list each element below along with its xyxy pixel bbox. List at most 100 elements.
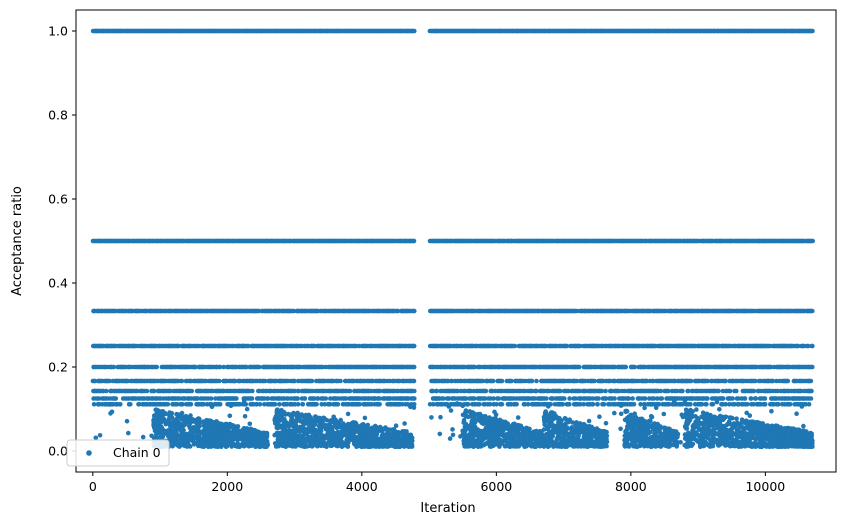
data-point [630, 396, 635, 401]
data-point [395, 308, 401, 314]
data-point [716, 388, 721, 394]
data-point [257, 402, 263, 407]
data-point [688, 378, 694, 384]
data-point [483, 388, 489, 394]
data-point [347, 388, 353, 394]
data-point [128, 402, 133, 407]
data-point [704, 402, 709, 407]
data-point [810, 343, 815, 349]
data-point [730, 396, 735, 401]
data-point [256, 308, 262, 314]
data-point [234, 396, 239, 401]
data-point [734, 388, 739, 394]
data-point [509, 378, 514, 384]
data-point [562, 396, 567, 401]
data-point [727, 388, 733, 394]
data-point [762, 402, 768, 407]
data-point [809, 388, 814, 394]
data-point [576, 364, 582, 370]
data-point [499, 402, 505, 407]
data-point [377, 402, 382, 407]
data-point [544, 396, 549, 401]
data-point [335, 402, 341, 407]
data-point [567, 402, 572, 407]
data-point [705, 396, 710, 401]
data-point [250, 388, 255, 394]
data-point [411, 364, 417, 370]
data-point [810, 238, 815, 244]
data-point [496, 396, 502, 401]
data-point [659, 396, 665, 401]
data-point [165, 402, 171, 407]
data-point [590, 402, 596, 407]
data-point [412, 388, 417, 394]
data-point [592, 378, 597, 384]
data-point [745, 402, 750, 407]
data-point [785, 378, 791, 384]
data-point [688, 402, 693, 407]
data-point [720, 396, 726, 401]
data-point [412, 28, 417, 34]
data-point [560, 402, 566, 407]
data-point [623, 364, 629, 370]
data-point [595, 402, 600, 407]
data-point [612, 396, 617, 401]
data-point [808, 396, 814, 401]
data-point [810, 28, 815, 34]
data-point [808, 378, 814, 384]
data-point [277, 402, 282, 407]
data-point [411, 378, 417, 384]
data-point [154, 364, 159, 370]
data-point [603, 388, 608, 394]
data-point [723, 378, 728, 384]
data-point [490, 378, 496, 384]
data-point [631, 402, 637, 407]
data-point [753, 396, 759, 401]
data-point [111, 364, 117, 370]
data-point [710, 402, 716, 407]
data-point [103, 388, 109, 394]
data-point [512, 343, 518, 349]
data-point [499, 378, 505, 384]
data-point [353, 343, 358, 349]
data-point [810, 308, 815, 314]
data-point [632, 364, 638, 370]
data-point [118, 402, 123, 407]
data-point [742, 396, 748, 401]
data-point [787, 402, 793, 407]
data-point [188, 402, 194, 407]
data-point [465, 402, 471, 407]
data-point [810, 364, 815, 370]
data-point [217, 402, 223, 407]
data-point [514, 402, 519, 407]
data-point [751, 388, 757, 394]
data-point [208, 396, 214, 401]
data-point [300, 402, 306, 407]
data-point [529, 378, 535, 384]
data-point [477, 402, 482, 407]
data-point [567, 396, 572, 401]
data-points [90, 28, 815, 450]
data-point [245, 343, 251, 349]
data-point [314, 402, 319, 407]
data-point [309, 378, 315, 384]
data-point [216, 378, 222, 384]
data-point [411, 343, 417, 349]
data-point [144, 388, 150, 394]
data-point [113, 396, 119, 401]
data-point [302, 396, 308, 401]
data-point [272, 402, 278, 407]
data-point [534, 378, 539, 384]
data-point [189, 388, 195, 394]
data-point [680, 388, 685, 394]
data-point [642, 396, 648, 401]
data-point [411, 238, 417, 244]
data-point [295, 396, 301, 401]
data-point [412, 396, 417, 401]
data-point [412, 308, 417, 314]
data-point [323, 396, 329, 401]
data-point [762, 396, 768, 401]
data-point [338, 378, 343, 384]
data-point [176, 343, 181, 349]
